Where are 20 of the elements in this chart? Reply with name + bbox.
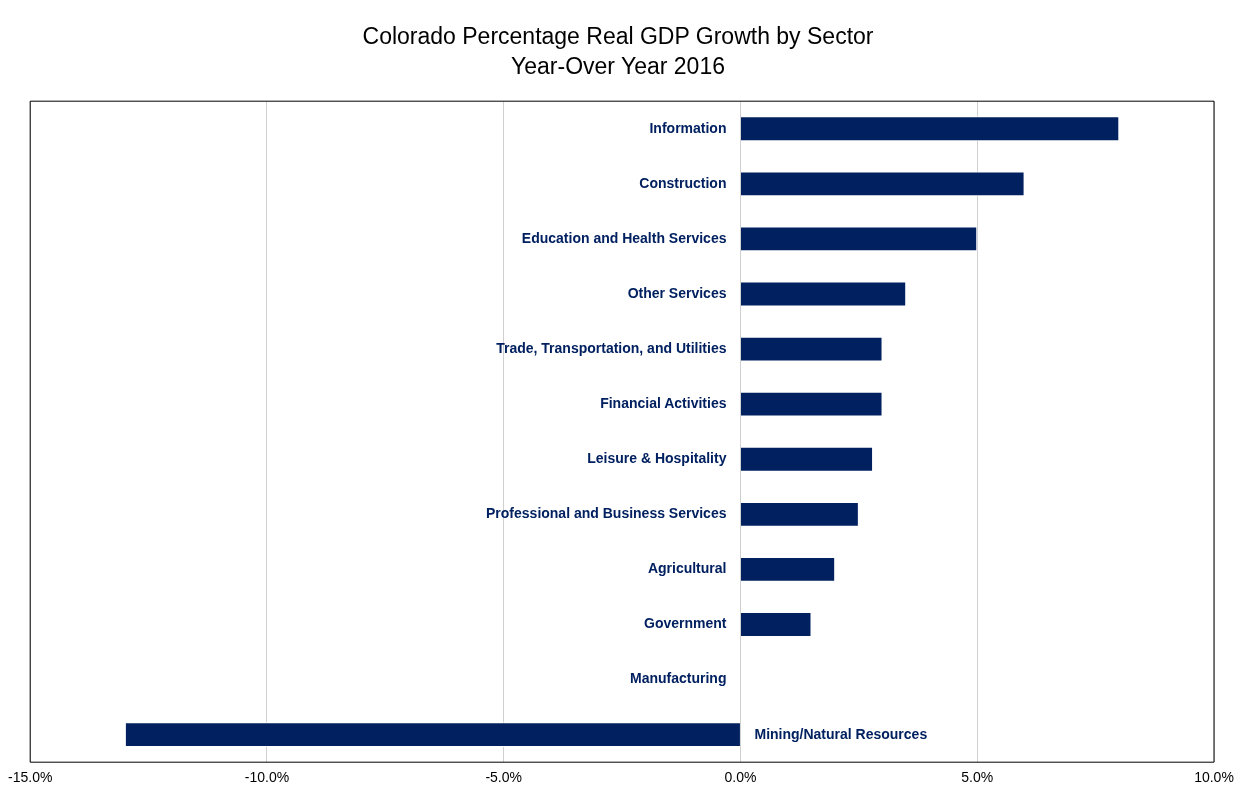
x-tick-label: -10.0% xyxy=(244,769,290,786)
y-tick-label: Information xyxy=(649,119,727,136)
y-tick-label: Government xyxy=(644,615,727,632)
y-tick-label: Financial Activities xyxy=(600,395,727,412)
y-tick-label: Manufacturing xyxy=(630,670,727,687)
y-tick-label: Mining/Natural Resources xyxy=(754,725,928,742)
chart-title: Colorado Percentage Real GDP Growth by Sector xyxy=(362,23,874,50)
y-tick-label: Trade, Transportation, and Utilities xyxy=(496,339,727,356)
y-tick-label: Professional and Business Services xyxy=(486,505,727,522)
y-tick-label: Agricultural xyxy=(647,560,727,577)
y-tick-label: Construction xyxy=(639,174,727,191)
x-tick-label: -15.0% xyxy=(8,769,53,786)
y-tick-label: Leisure & Hospitality xyxy=(587,450,727,467)
x-tick-label: 10.0% xyxy=(1194,769,1234,786)
y-tick-label: Other Services xyxy=(627,284,727,301)
chart-subtitle: Year-Over Year 2016 xyxy=(511,52,725,79)
x-tick-label: 5.0% xyxy=(961,769,994,786)
x-tick-label: -5.0% xyxy=(485,769,522,786)
x-tick-label: 0.0% xyxy=(724,769,757,786)
y-tick-label: Education and Health Services xyxy=(521,229,727,246)
